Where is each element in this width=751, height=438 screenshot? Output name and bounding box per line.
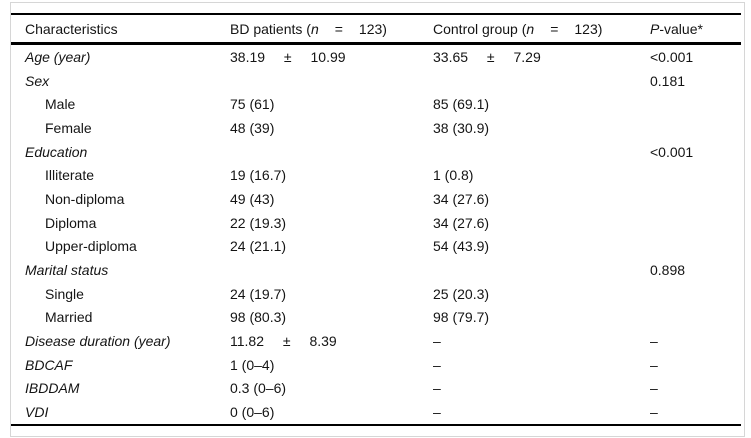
bd-value-cell: 24 (19.7)	[230, 285, 287, 302]
p-value-cell	[650, 92, 741, 116]
row-label-cell: Female	[45, 119, 92, 136]
p-value-cell	[650, 282, 741, 306]
bd-value-cell: 22 (19.3)	[230, 214, 287, 231]
row-label-cell: Upper-diploma	[45, 238, 137, 255]
row-label-cell: Single	[45, 285, 84, 302]
control-value-cell: –	[433, 356, 441, 373]
col-header-control-group: Control group (n = 123)	[433, 14, 650, 44]
control-value-cell: 38 (30.9)	[433, 119, 490, 136]
bd-value-cell: 0 (0–6)	[230, 404, 275, 421]
p-value-cell: –	[650, 333, 658, 350]
control-value-cell	[433, 69, 650, 93]
control-value-cell: 34 (27.6)	[433, 214, 490, 231]
bd-header-n-italic: n	[310, 20, 319, 37]
table-row: Male 75 (61) 85 (69.1)	[11, 92, 741, 116]
bd-value-cell: 11.82 ± 8.39	[230, 333, 337, 350]
row-label-cell: Male	[45, 96, 76, 113]
row-label-cell: Sex	[25, 72, 50, 89]
row-label-cell: Diploma	[45, 214, 97, 231]
p-value-cell	[650, 187, 741, 211]
table-row: Single 24 (19.7) 25 (20.3)	[11, 282, 741, 306]
table-row: IBDDAM 0.3 (0–6) – –	[11, 377, 741, 401]
p-value-cell: 0.181	[650, 72, 686, 89]
row-label-cell: Marital status	[25, 262, 109, 279]
p-value-cell: –	[650, 356, 658, 373]
p-value-cell	[650, 235, 741, 259]
row-label-cell: Non-diploma	[45, 190, 125, 207]
bd-value-cell: 0.3 (0–6)	[230, 380, 287, 397]
col-header-bd-patients: BD patients (n = 123)	[230, 14, 433, 44]
p-value-cell: –	[650, 380, 658, 397]
table-row: Age (year) 38.19 ± 10.99 33.65 ± 7.29 <0…	[11, 44, 741, 69]
control-header-count: 123)	[574, 20, 603, 37]
bd-value-cell: 98 (80.3)	[230, 309, 287, 326]
table-row: Diploma 22 (19.3) 34 (27.6)	[11, 211, 741, 235]
control-value-cell	[433, 140, 650, 164]
control-header-prefix: Control group (	[433, 20, 527, 37]
row-label-cell: Disease duration (year)	[25, 333, 171, 350]
control-header-equals: =	[550, 20, 559, 37]
table-row: VDI 0 (0–6) – –	[11, 400, 741, 425]
p-value-cell	[650, 163, 741, 187]
bd-header-count: 123)	[358, 20, 387, 37]
row-label-cell: IBDDAM	[25, 380, 80, 397]
header-row: Characteristics BD patients (n = 123) Cont…	[11, 14, 741, 44]
p-value-cell: <0.001	[650, 143, 694, 160]
bd-value-cell: 75 (61)	[230, 96, 275, 113]
control-value-cell: 34 (27.6)	[433, 190, 490, 207]
col-header-characteristics: Characteristics	[11, 14, 230, 44]
bd-value-cell	[230, 69, 433, 93]
row-label-cell: Illiterate	[45, 167, 95, 184]
row-label-cell: BDCAF	[25, 356, 73, 373]
control-value-cell: –	[433, 380, 441, 397]
p-value-header-rest: -value*	[659, 20, 703, 37]
bd-value-cell	[230, 140, 433, 164]
control-value-cell: –	[433, 404, 441, 421]
row-label-cell: Education	[25, 143, 88, 160]
control-value-cell: 54 (43.9)	[433, 238, 490, 255]
bd-value-cell: 19 (16.7)	[230, 167, 287, 184]
table-frame: Characteristics BD patients (n = 123) Cont…	[10, 2, 745, 437]
table-row: Upper-diploma 24 (21.1) 54 (43.9)	[11, 235, 741, 259]
bd-value-cell	[230, 258, 433, 282]
row-label-cell: Age (year)	[25, 48, 91, 65]
table-row: Education <0.001	[11, 140, 741, 164]
characteristics-header-label: Characteristics	[25, 20, 118, 37]
bd-header-prefix: BD patients (	[230, 20, 311, 37]
bd-value-cell: 38.19 ± 10.99	[230, 48, 346, 65]
bd-header-equals: =	[334, 20, 343, 37]
row-label-cell: Married	[45, 309, 93, 326]
table-row: Sex 0.181	[11, 69, 741, 93]
table-row: Non-diploma 49 (43) 34 (27.6)	[11, 187, 741, 211]
control-value-cell: 25 (20.3)	[433, 285, 490, 302]
control-value-cell: 1 (0.8)	[433, 167, 474, 184]
col-header-p-value: P-value*	[650, 14, 741, 44]
bd-value-cell: 24 (21.1)	[230, 238, 287, 255]
bd-value-cell: 49 (43)	[230, 190, 275, 207]
demographics-table: Characteristics BD patients (n = 123) Cont…	[11, 13, 741, 426]
p-value-cell	[650, 211, 741, 235]
bd-value-cell: 1 (0–4)	[230, 356, 275, 373]
p-value-cell: –	[650, 404, 658, 421]
p-value-cell	[650, 306, 741, 330]
table-row: BDCAF 1 (0–4) – –	[11, 353, 741, 377]
p-value-cell: <0.001	[650, 48, 694, 65]
bd-value-cell: 48 (39)	[230, 119, 275, 136]
control-value-cell: 85 (69.1)	[433, 96, 490, 113]
p-value-header-italic-p: P	[650, 20, 660, 37]
control-value-cell: 98 (79.7)	[433, 309, 490, 326]
table-row: Illiterate 19 (16.7) 1 (0.8)	[11, 163, 741, 187]
p-value-cell	[650, 116, 741, 140]
control-value-cell: –	[433, 333, 441, 350]
control-header-n-italic: n	[526, 20, 535, 37]
control-value-cell	[433, 258, 650, 282]
control-value-cell: 33.65 ± 7.29	[433, 48, 541, 65]
table-row: Marital status 0.898	[11, 258, 741, 282]
row-label-cell: VDI	[25, 404, 49, 421]
table-row: Female 48 (39) 38 (30.9)	[11, 116, 741, 140]
table-row: Disease duration (year) 11.82 ± 8.39 – –	[11, 329, 741, 353]
table-row: Married 98 (80.3) 98 (79.7)	[11, 306, 741, 330]
p-value-cell: 0.898	[650, 262, 686, 279]
